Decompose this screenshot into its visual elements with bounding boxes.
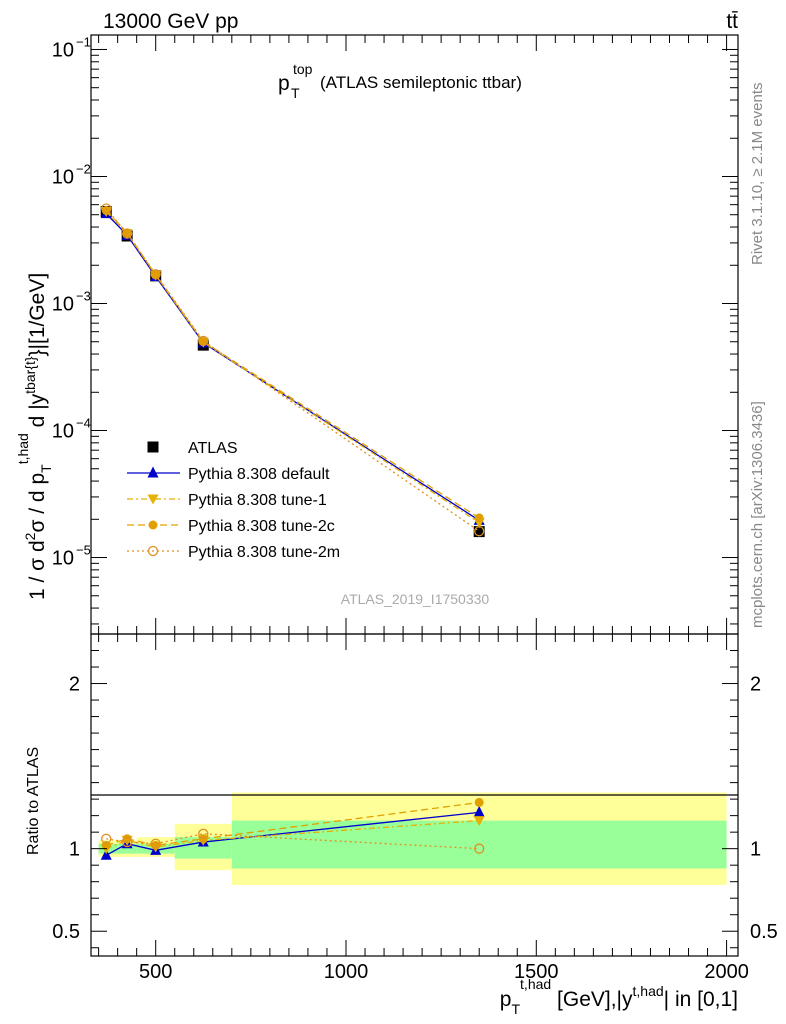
process-label: tt̄ — [726, 10, 738, 33]
legend-entry: Pythia 8.308 tune-1 — [127, 492, 327, 509]
data-point — [101, 205, 111, 215]
legend-marker — [147, 494, 159, 505]
legend-marker — [147, 441, 159, 453]
ratio-panel: 0.5 0.5 1 1 2 2 500 1000 1500 2000 — [52, 633, 778, 983]
rivet-label: Rivet 3.1.10, ≥ 2.1M events — [749, 83, 766, 266]
xlabel-end: | in [0,1] — [664, 988, 738, 1011]
main-ytick-label: 10 — [52, 39, 74, 61]
legend: ATLAS Pythia 8.308 default Pythia 8.308 tu… — [127, 440, 340, 561]
ratio-frame — [90, 633, 739, 957]
ratio-ytick-label-right: 1 — [750, 839, 761, 861]
ratio-ytick-label: 0.5 — [52, 921, 80, 943]
ratio-ytick-label-right: 2 — [750, 674, 761, 696]
ratio-ytick-label-right: 0.5 — [750, 921, 778, 943]
ratio-point — [122, 836, 133, 848]
main-ytick-label: 10 — [52, 548, 74, 570]
ratio-xtick-label: 500 — [139, 961, 172, 983]
ratio-point — [150, 838, 161, 849]
xlabel-mid: [GeV],|y — [551, 988, 633, 1011]
data-point — [198, 335, 209, 347]
data-point — [122, 228, 133, 239]
xlabel-p: p — [500, 988, 512, 1011]
energy-label: 13000 GeV pp — [103, 10, 238, 33]
legend-label: Pythia 8.308 tune-1 — [188, 492, 327, 509]
ratio-point — [100, 848, 112, 860]
legend-entry: Pythia 8.308 tune-2m — [127, 544, 340, 561]
legend-label: ATLAS — [188, 440, 238, 457]
legend-entry: Pythia 8.308 default — [127, 466, 330, 483]
data-point — [474, 526, 485, 537]
ratio-band-inner — [117, 843, 137, 854]
main-ytick-exp: −1 — [76, 34, 91, 49]
ratio-ylabel: Ratio to ATLAS — [25, 747, 42, 855]
data-point — [474, 513, 484, 523]
legend-marker — [147, 466, 159, 478]
data-point — [473, 526, 485, 538]
legend-entry: Pythia 8.308 tune-2c — [127, 518, 335, 535]
svg-text:1 / σ d2σ / d pTt,had d |ytbar: 1 / σ d2σ / d pTt,had d |ytbar{t}}|[1/Ge… — [15, 273, 54, 600]
legend-marker — [148, 520, 158, 530]
plot-title-main: p — [278, 72, 290, 95]
main-ytick-label: 10 — [52, 294, 74, 316]
plot-title-sub: T — [291, 85, 300, 101]
data-point — [101, 203, 112, 214]
ratio-ytick-label: 2 — [69, 674, 80, 696]
main-ylabel: 1 / σ d2σ / d pTt,had d |ytbar{t}}|[1/Ge… — [15, 273, 54, 600]
plot-title-rest: (ATLAS semileptonic ttbar) — [320, 73, 522, 92]
ratio-point — [473, 816, 485, 827]
series-line — [105, 208, 480, 532]
ratio-point — [474, 797, 484, 807]
main-ytick-label: 10 — [52, 166, 74, 188]
ratio-point — [122, 834, 132, 844]
ratio-xtick-label: 1500 — [514, 961, 559, 983]
xlabel-sub: T — [511, 1001, 520, 1017]
main-ytick-exp: −4 — [76, 416, 91, 431]
plot-title-sup: top — [293, 61, 313, 77]
main-ytick-exp: −3 — [76, 289, 91, 304]
ratio-xtick-label: 2000 — [704, 961, 749, 983]
legend-label: Pythia 8.308 tune-2m — [188, 544, 340, 561]
ratio-line — [106, 801, 480, 847]
ratio-ytick-label: 1 — [69, 839, 80, 861]
ratio-point — [198, 828, 209, 839]
data-point — [150, 269, 161, 280]
ratio-series-pythia-8-308-tune-2m — [101, 828, 485, 854]
main-ytick-exp: −2 — [76, 161, 91, 176]
legend-label: Pythia 8.308 default — [188, 466, 330, 483]
x-axis-label: pTt,had [GeV],|yt,had| in [0,1] — [500, 976, 738, 1017]
plot-title: p T top (ATLAS semileptonic ttbar) — [278, 61, 522, 101]
mcplots-label: mcplots.cern.ch [arXiv:1306.3436] — [749, 401, 766, 628]
svg-text:pTt,had [GeV],|yt,had| in [0,1: pTt,had [GeV],|yt,had| in [0,1] — [500, 976, 738, 1017]
main-ytick-exp: −5 — [76, 543, 91, 558]
svg-text:p: p — [278, 72, 290, 95]
ratio-point — [473, 805, 485, 817]
ratio-xtick-label: 1000 — [324, 961, 369, 983]
legend-entry: ATLAS — [147, 440, 238, 457]
xlabel-sup1: t,had — [520, 976, 551, 992]
legend-marker — [147, 545, 159, 557]
main-ytick-label: 10 — [52, 421, 74, 443]
ratio-line — [106, 833, 480, 850]
ratio-point — [474, 843, 485, 854]
ratio-point — [101, 833, 112, 844]
xlabel-sup2: t,had — [633, 983, 664, 999]
series-pythia-8-308-tune-2m — [101, 203, 485, 537]
data-point — [122, 228, 132, 238]
legend-label: Pythia 8.308 tune-2c — [188, 518, 335, 535]
watermark: ATLAS_2019_I1750330 — [341, 591, 490, 607]
main-panel: 10−510−410−310−210−1 — [52, 34, 739, 635]
data-point — [198, 337, 208, 347]
